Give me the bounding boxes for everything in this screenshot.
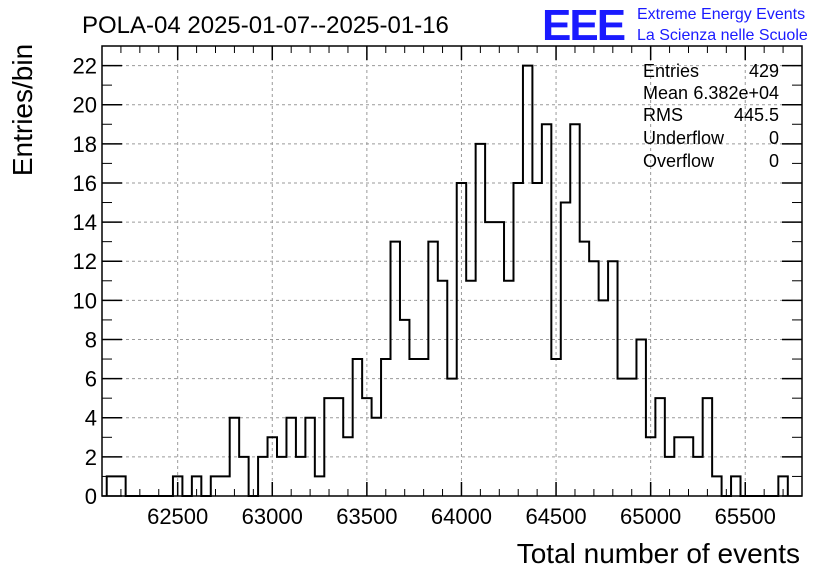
axis-ticks — [102, 46, 803, 497]
y-tick-label: 20 — [73, 93, 97, 118]
y-tick-label: 12 — [73, 249, 97, 274]
x-tick-label: 62500 — [147, 504, 208, 529]
y-tick-label: 18 — [73, 132, 97, 157]
x-axis-label: Total number of events — [517, 538, 800, 569]
eee-logo-line2: La Scienza nelle Scuole — [637, 27, 808, 44]
y-tick-labels: 0 2 4 6 8 10 12 14 16 18 20 22 — [73, 54, 97, 509]
x-tick-label: 65500 — [715, 504, 776, 529]
stats-box: Entries 429 Mean 6.382e+04 RMS 445.5 Und… — [643, 61, 779, 171]
stats-mean-label: Mean — [643, 83, 688, 103]
x-tick-label: 63000 — [242, 504, 303, 529]
eee-logo: EEE Extreme Energy Events La Scienza nel… — [542, 1, 808, 50]
stats-overflow-label: Overflow — [643, 151, 715, 171]
y-tick-label: 8 — [85, 327, 97, 352]
eee-logo-mark: EEE — [542, 1, 625, 50]
stats-rms-value: 445.5 — [734, 105, 779, 125]
stats-mean-value: 6.382e+04 — [693, 83, 779, 103]
y-tick-label: 14 — [73, 210, 97, 235]
histogram-series — [105, 64, 789, 497]
y-tick-label: 2 — [85, 445, 97, 470]
y-axis-label: Entries/bin — [7, 44, 38, 176]
chart-title: POLA-04 2025-01-07--2025-01-16 — [82, 12, 449, 39]
stats-overflow-value: 0 — [769, 151, 779, 171]
x-tick-label: 65000 — [620, 504, 681, 529]
stats-rms-label: RMS — [643, 105, 683, 125]
x-tick-labels: 62500 63000 63500 64000 64500 65000 65500 — [147, 504, 776, 529]
y-tick-label: 16 — [73, 171, 97, 196]
plot-frame — [101, 45, 803, 497]
x-tick-label: 64500 — [525, 504, 586, 529]
grid-lines — [102, 46, 802, 496]
y-tick-label: 4 — [85, 406, 97, 431]
y-tick-label: 6 — [85, 367, 97, 392]
y-tick-label: 22 — [73, 54, 97, 79]
eee-logo-line1: Extreme Energy Events — [637, 6, 805, 23]
x-tick-label: 64000 — [431, 504, 492, 529]
x-tick-label: 63500 — [336, 504, 397, 529]
stats-entries-value: 429 — [749, 61, 779, 81]
stats-entries-label: Entries — [643, 61, 699, 81]
y-tick-label: 0 — [85, 484, 97, 509]
stats-underflow-value: 0 — [769, 128, 779, 148]
stats-underflow-label: Underflow — [643, 128, 725, 148]
y-tick-label: 10 — [73, 288, 97, 313]
